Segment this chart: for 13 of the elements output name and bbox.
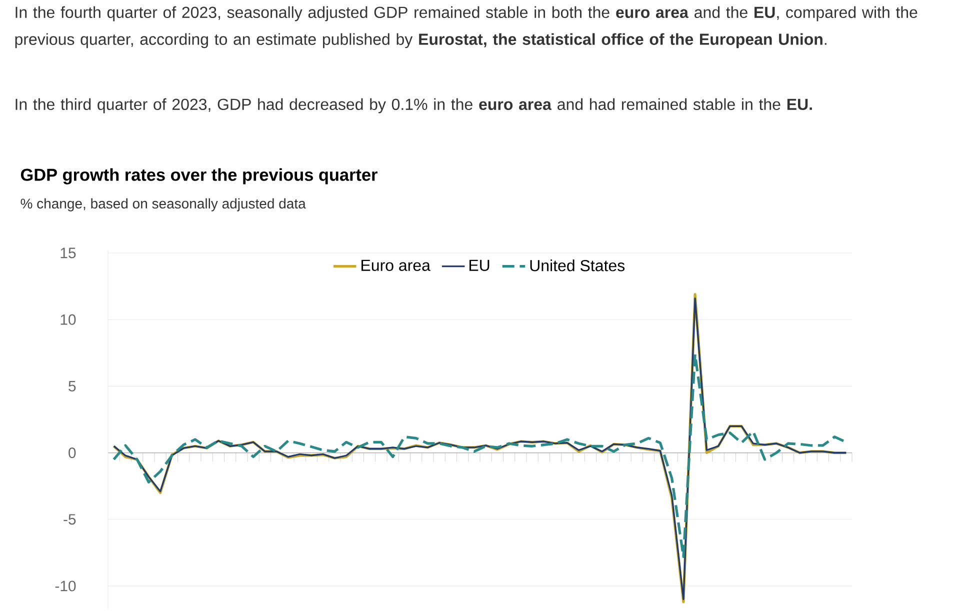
legend-label: EU: [469, 260, 490, 271]
y-tick-label: 10: [60, 314, 76, 325]
chart-subtitle: % change, based on seasonally adjusted data: [20, 198, 306, 212]
legend-label: Euro area: [362, 260, 430, 271]
legend-label: United States: [530, 260, 625, 272]
text: In the third quarter of 2023, GDP had decreased by 0.1% in the euro area and had remained stable in the EU.: [16, 98, 812, 114]
y-tick-label: -5: [64, 514, 76, 525]
y-tick-label: 0: [68, 448, 76, 458]
chart-title: GDP growth rates over the previous quarter: [20, 168, 378, 184]
y-tick-label: -10: [55, 580, 76, 592]
y-tick-label: 5: [68, 381, 76, 392]
y-tick-label: 15: [60, 248, 76, 258]
text: In the fourth quarter of 2023, seasonally adjusted GDP remained stable in both the euro area and the EU, compared with the previous quarter, according to an estimate published by Eurostat, the statistical office of the European Union.: [15, 6, 918, 48]
